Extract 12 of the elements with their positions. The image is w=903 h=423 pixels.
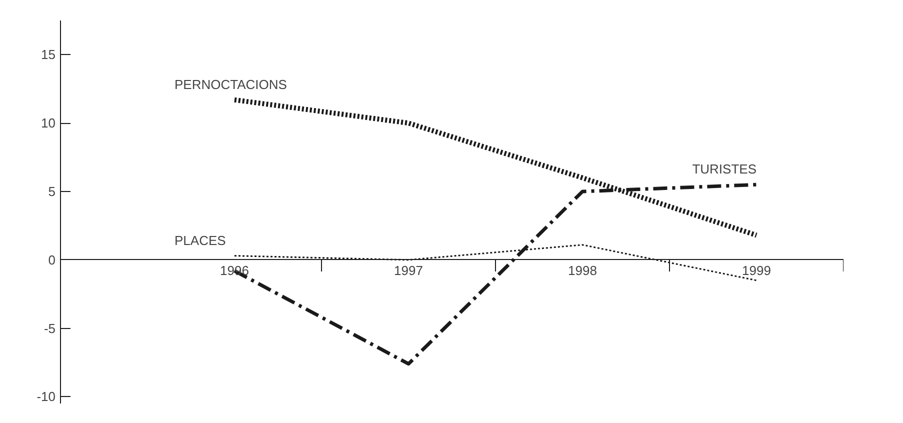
x-tick-label: 1999 <box>742 262 771 278</box>
series-label: PLACES <box>174 232 226 248</box>
y-tick-label: 5 <box>48 184 56 199</box>
y-tick-label: 10 <box>41 116 56 131</box>
y-tick-label: 15 <box>41 47 56 62</box>
y-tick-label: -5 <box>44 320 56 336</box>
x-tick-label: 1998 <box>568 262 597 278</box>
series-label: PERNOCTACIONS <box>174 76 288 92</box>
x-tick-label: 1997 <box>394 262 423 278</box>
series-label: TURISTES <box>692 162 757 177</box>
y-tick-label: 0 <box>48 252 56 268</box>
y-tick-label: -10 <box>36 389 56 404</box>
